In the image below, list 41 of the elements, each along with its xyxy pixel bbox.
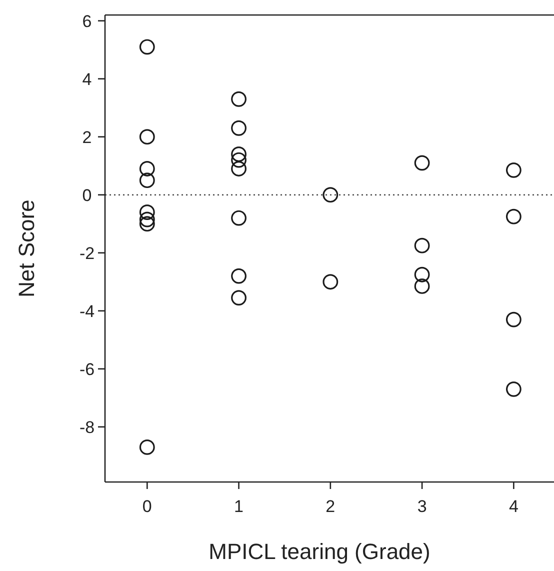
point	[231, 146, 246, 162]
point	[506, 381, 522, 397]
point	[506, 312, 522, 328]
point	[414, 278, 430, 294]
point	[506, 208, 522, 224]
point	[139, 212, 155, 228]
point	[231, 152, 246, 168]
point	[414, 266, 430, 282]
point	[231, 268, 246, 284]
x-tick-label: 2	[326, 497, 336, 516]
y-axis-title: Net Score	[14, 200, 39, 298]
x-tick-label: 3	[417, 497, 427, 516]
y-tick-label: 2	[82, 128, 92, 147]
x-tick-label: 0	[142, 497, 152, 516]
y-tick-label: 6	[82, 12, 92, 31]
point	[139, 439, 155, 455]
point	[139, 161, 155, 176]
y-tick-label: -2	[79, 244, 95, 263]
point	[231, 161, 246, 176]
point	[414, 155, 430, 171]
point	[139, 129, 155, 145]
point	[322, 187, 338, 203]
x-tick-label: 4	[508, 497, 518, 516]
point	[139, 39, 155, 55]
x-tick-label: 1	[234, 497, 244, 516]
point	[414, 238, 430, 254]
point	[506, 162, 522, 178]
y-tick-label: 0	[82, 186, 92, 205]
point	[139, 172, 155, 188]
point	[231, 290, 246, 306]
point	[231, 120, 246, 136]
y-tick-label: -8	[79, 418, 95, 437]
y-tick-label: 4	[82, 70, 92, 89]
point	[139, 216, 155, 232]
point	[322, 274, 338, 290]
x-axis-title: MPICL tearing (Grade)	[208, 539, 430, 564]
y-tick-label: -6	[79, 360, 95, 379]
point	[231, 210, 246, 226]
point	[231, 91, 246, 107]
y-tick-label: -4	[79, 302, 95, 321]
point	[139, 204, 155, 220]
